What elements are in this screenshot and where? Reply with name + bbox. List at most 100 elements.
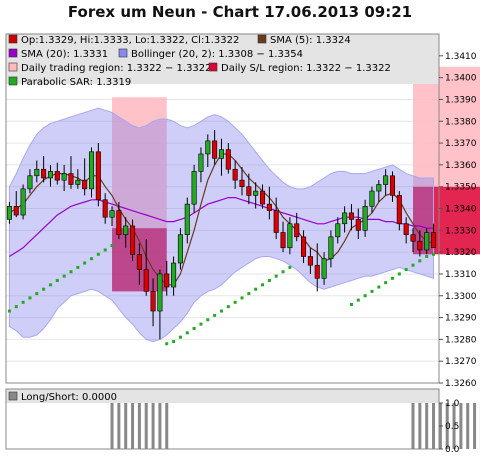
candle-body bbox=[424, 232, 430, 251]
sar-point bbox=[90, 257, 94, 261]
candle-body bbox=[225, 149, 231, 170]
candle-body bbox=[410, 234, 416, 242]
longshort-bar bbox=[151, 403, 155, 449]
sar-point bbox=[240, 296, 244, 300]
legend-swatch bbox=[257, 34, 267, 44]
legend-entry: Daily S/L region: 1.3322 − 1.3322 bbox=[221, 63, 391, 74]
legend-entry: Bollinger (20, 2): 1.3308 − 1.3354 bbox=[131, 49, 303, 60]
candle-body bbox=[335, 223, 341, 238]
sar-point bbox=[390, 276, 394, 280]
candle-body bbox=[417, 240, 423, 251]
candle-body bbox=[307, 256, 313, 266]
sar-point bbox=[76, 265, 80, 269]
candle-body bbox=[191, 171, 197, 205]
candle-body bbox=[130, 225, 136, 255]
candle-body bbox=[376, 184, 382, 192]
candle-body bbox=[266, 203, 272, 211]
sar-point bbox=[267, 278, 271, 282]
candle-body bbox=[150, 291, 156, 312]
y-tick-label: 1.3290 bbox=[445, 314, 477, 324]
sar-point bbox=[377, 285, 381, 289]
y-tick-label: 1.3320 bbox=[445, 248, 477, 258]
longshort-bar bbox=[452, 403, 456, 449]
sar-point bbox=[219, 309, 223, 313]
trading-region bbox=[112, 97, 167, 229]
candle-body bbox=[280, 232, 286, 249]
sar-point bbox=[261, 283, 265, 287]
sar-point bbox=[411, 263, 415, 267]
candle-body bbox=[253, 190, 259, 196]
sar-point bbox=[48, 283, 52, 287]
legend-swatch bbox=[8, 48, 18, 58]
longshort-bar bbox=[411, 403, 415, 449]
sar-point bbox=[384, 281, 388, 285]
sar-point bbox=[349, 302, 353, 306]
sar-point bbox=[226, 305, 230, 309]
sar-point bbox=[21, 300, 25, 304]
sar-point bbox=[233, 300, 237, 304]
longshort-bar bbox=[432, 403, 436, 449]
sar-point bbox=[55, 278, 59, 282]
legend-entry: SMA (5): 1.3324 bbox=[270, 35, 351, 46]
bollinger-band bbox=[8, 107, 434, 343]
y-tick-label: 1.3370 bbox=[445, 139, 477, 149]
candle-body bbox=[41, 168, 47, 179]
legend-swatch bbox=[208, 62, 218, 72]
y-tick-label: 1.3360 bbox=[445, 161, 477, 171]
candle-body bbox=[177, 234, 183, 264]
sar-point bbox=[185, 331, 189, 335]
candle-body bbox=[109, 210, 115, 218]
candle-body bbox=[294, 223, 300, 238]
legend-entry: Op:1.3329, Hi:1.3333, Lo:1.3322, Cl:1.33… bbox=[21, 35, 239, 46]
y-tick-label: 1.3310 bbox=[445, 270, 477, 280]
candle-body bbox=[34, 168, 40, 177]
sar-point bbox=[42, 287, 46, 291]
candle-body bbox=[88, 151, 95, 190]
sar-point bbox=[288, 265, 292, 269]
sar-point bbox=[7, 309, 11, 313]
longshort-bar bbox=[137, 403, 141, 449]
candle-body bbox=[157, 273, 163, 312]
y-tick-label: 1.3350 bbox=[445, 183, 477, 193]
sar-point bbox=[281, 270, 285, 274]
longshort-bar bbox=[473, 403, 477, 449]
sar-point bbox=[103, 248, 107, 252]
candle-body bbox=[369, 190, 375, 207]
sar-point bbox=[96, 252, 100, 256]
candle-body bbox=[431, 232, 437, 249]
candle-body bbox=[68, 173, 74, 185]
chart-title: Forex um Neun - Chart 17.06.2013 09:21 bbox=[67, 3, 413, 21]
candle-body bbox=[314, 264, 320, 279]
candle-body bbox=[301, 236, 307, 257]
candle-body bbox=[287, 223, 293, 249]
candle-body bbox=[116, 210, 122, 235]
candle-body bbox=[396, 195, 402, 225]
longshort-y-tick-label: 0.0 bbox=[445, 445, 460, 455]
sar-point bbox=[110, 244, 114, 248]
candle-body bbox=[348, 212, 354, 220]
legend-swatch bbox=[8, 76, 18, 86]
candle-body bbox=[102, 199, 108, 218]
candle-body bbox=[239, 179, 245, 187]
sar-point bbox=[178, 335, 182, 339]
sar-point bbox=[247, 292, 251, 296]
y-tick-label: 1.3390 bbox=[445, 95, 477, 105]
longshort-legend-swatch bbox=[8, 391, 18, 401]
y-tick-label: 1.3300 bbox=[445, 292, 477, 302]
candle-body bbox=[82, 179, 88, 190]
legend-entry: Daily trading region: 1.3322 − 1.3322 bbox=[21, 63, 212, 74]
y-tick-label: 1.3330 bbox=[445, 226, 477, 236]
candle-body bbox=[184, 203, 190, 235]
sar-point bbox=[206, 318, 210, 322]
candle-body bbox=[355, 219, 361, 231]
y-tick-label: 1.3260 bbox=[445, 379, 477, 389]
legend-background bbox=[6, 34, 439, 84]
candle-body bbox=[61, 173, 67, 181]
candle-body bbox=[259, 190, 266, 205]
longshort-y-tick-label: 0.5 bbox=[445, 422, 459, 432]
sar-point bbox=[432, 252, 436, 256]
candle-body bbox=[362, 206, 368, 231]
longshort-bar bbox=[466, 403, 470, 449]
trading-region bbox=[413, 66, 480, 187]
